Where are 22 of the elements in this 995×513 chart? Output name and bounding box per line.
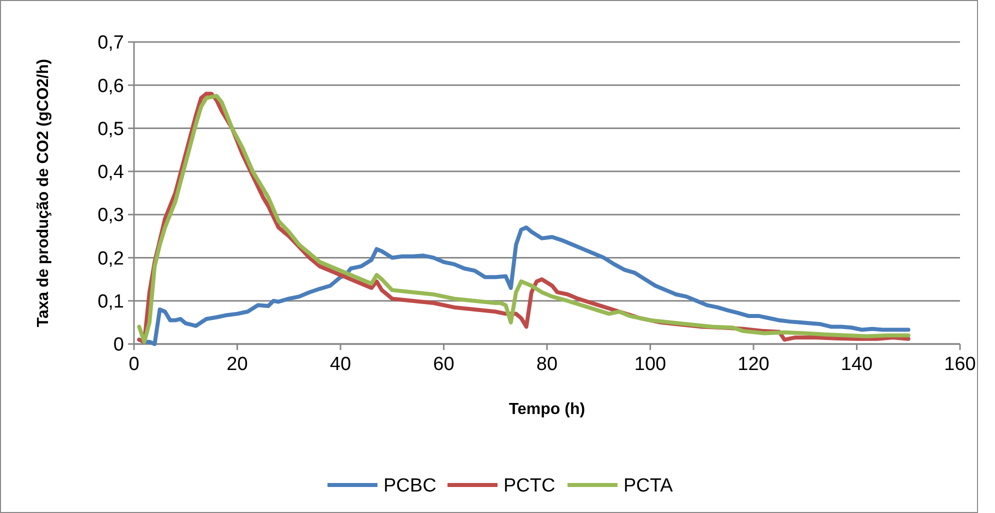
y-tick-label: 0,5 bbox=[98, 118, 124, 140]
x-tick-label: 40 bbox=[330, 354, 352, 375]
x-tick-label: 0 bbox=[128, 354, 140, 375]
x-tick-label: 120 bbox=[738, 354, 770, 375]
y-tick-label: 0,4 bbox=[98, 162, 124, 184]
y-axis-title: Taxa de produção de CO2 (gCO2/h) bbox=[35, 58, 52, 328]
legend-label: PCBC bbox=[384, 476, 436, 497]
y-tick-label: 0,2 bbox=[98, 248, 124, 270]
x-tick-label: 140 bbox=[840, 354, 873, 375]
x-tick-label: 20 bbox=[226, 354, 248, 375]
x-tick-label: 160 bbox=[944, 354, 976, 375]
y-tick-label: 0,7 bbox=[98, 32, 124, 54]
x-axis-title: Tempo (h) bbox=[508, 401, 586, 418]
y-tick-label: 0,1 bbox=[98, 292, 124, 313]
legend-label: PCTC bbox=[504, 476, 556, 497]
y-tick-label: 0 bbox=[113, 334, 124, 356]
x-tick-label: 100 bbox=[634, 354, 666, 375]
legend-label: PCTA bbox=[624, 476, 674, 497]
y-tick-label: 0,6 bbox=[98, 76, 124, 97]
y-tick-label: 0,3 bbox=[98, 205, 124, 226]
x-tick-label: 80 bbox=[536, 354, 558, 375]
x-tick-label: 60 bbox=[433, 354, 454, 375]
